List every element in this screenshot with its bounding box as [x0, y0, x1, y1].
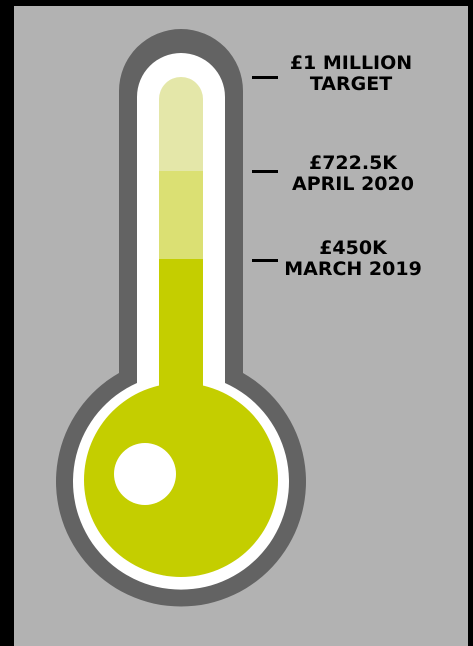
marker-caption: MARCH 2019	[268, 259, 438, 280]
marker-amount: £450K	[268, 238, 438, 259]
marker-label-april-2020: £722.5K APRIL 2020	[268, 153, 438, 195]
fill-segment-april-2020	[159, 171, 203, 261]
marker-label-march-2019: £450K MARCH 2019	[268, 238, 438, 280]
fill-segment-march-2019	[159, 259, 203, 399]
marker-amount: £722.5K	[268, 153, 438, 174]
thermometer-bulb	[84, 383, 278, 577]
marker-label-target: £1 MILLION TARGET	[266, 53, 436, 95]
bulb-highlight	[114, 443, 176, 505]
marker-caption: APRIL 2020	[268, 174, 438, 195]
marker-caption: TARGET	[266, 74, 436, 95]
fill-segment-target	[159, 77, 203, 172]
marker-amount: £1 MILLION	[266, 53, 436, 74]
